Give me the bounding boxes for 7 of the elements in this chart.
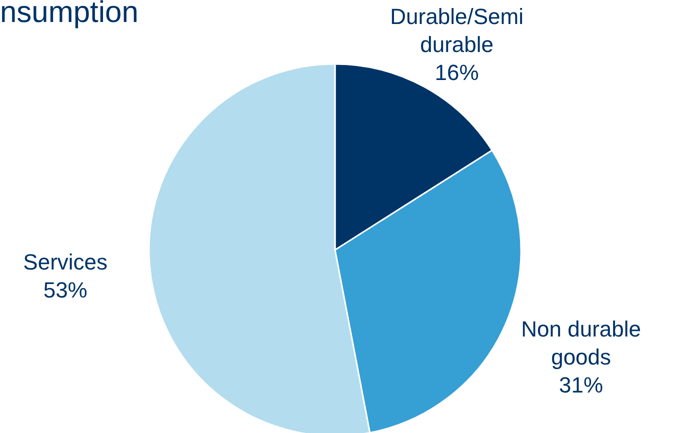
data-label: 53% [43,276,88,302]
data-label: 31% [559,372,604,397]
slice-label: Services [23,248,108,274]
slice-label: Non durable goods [521,316,642,369]
data-label: 16% [434,60,479,84]
chart-title: nsumption [0,0,138,30]
slice-label: Durable/Semi durable [390,4,524,56]
